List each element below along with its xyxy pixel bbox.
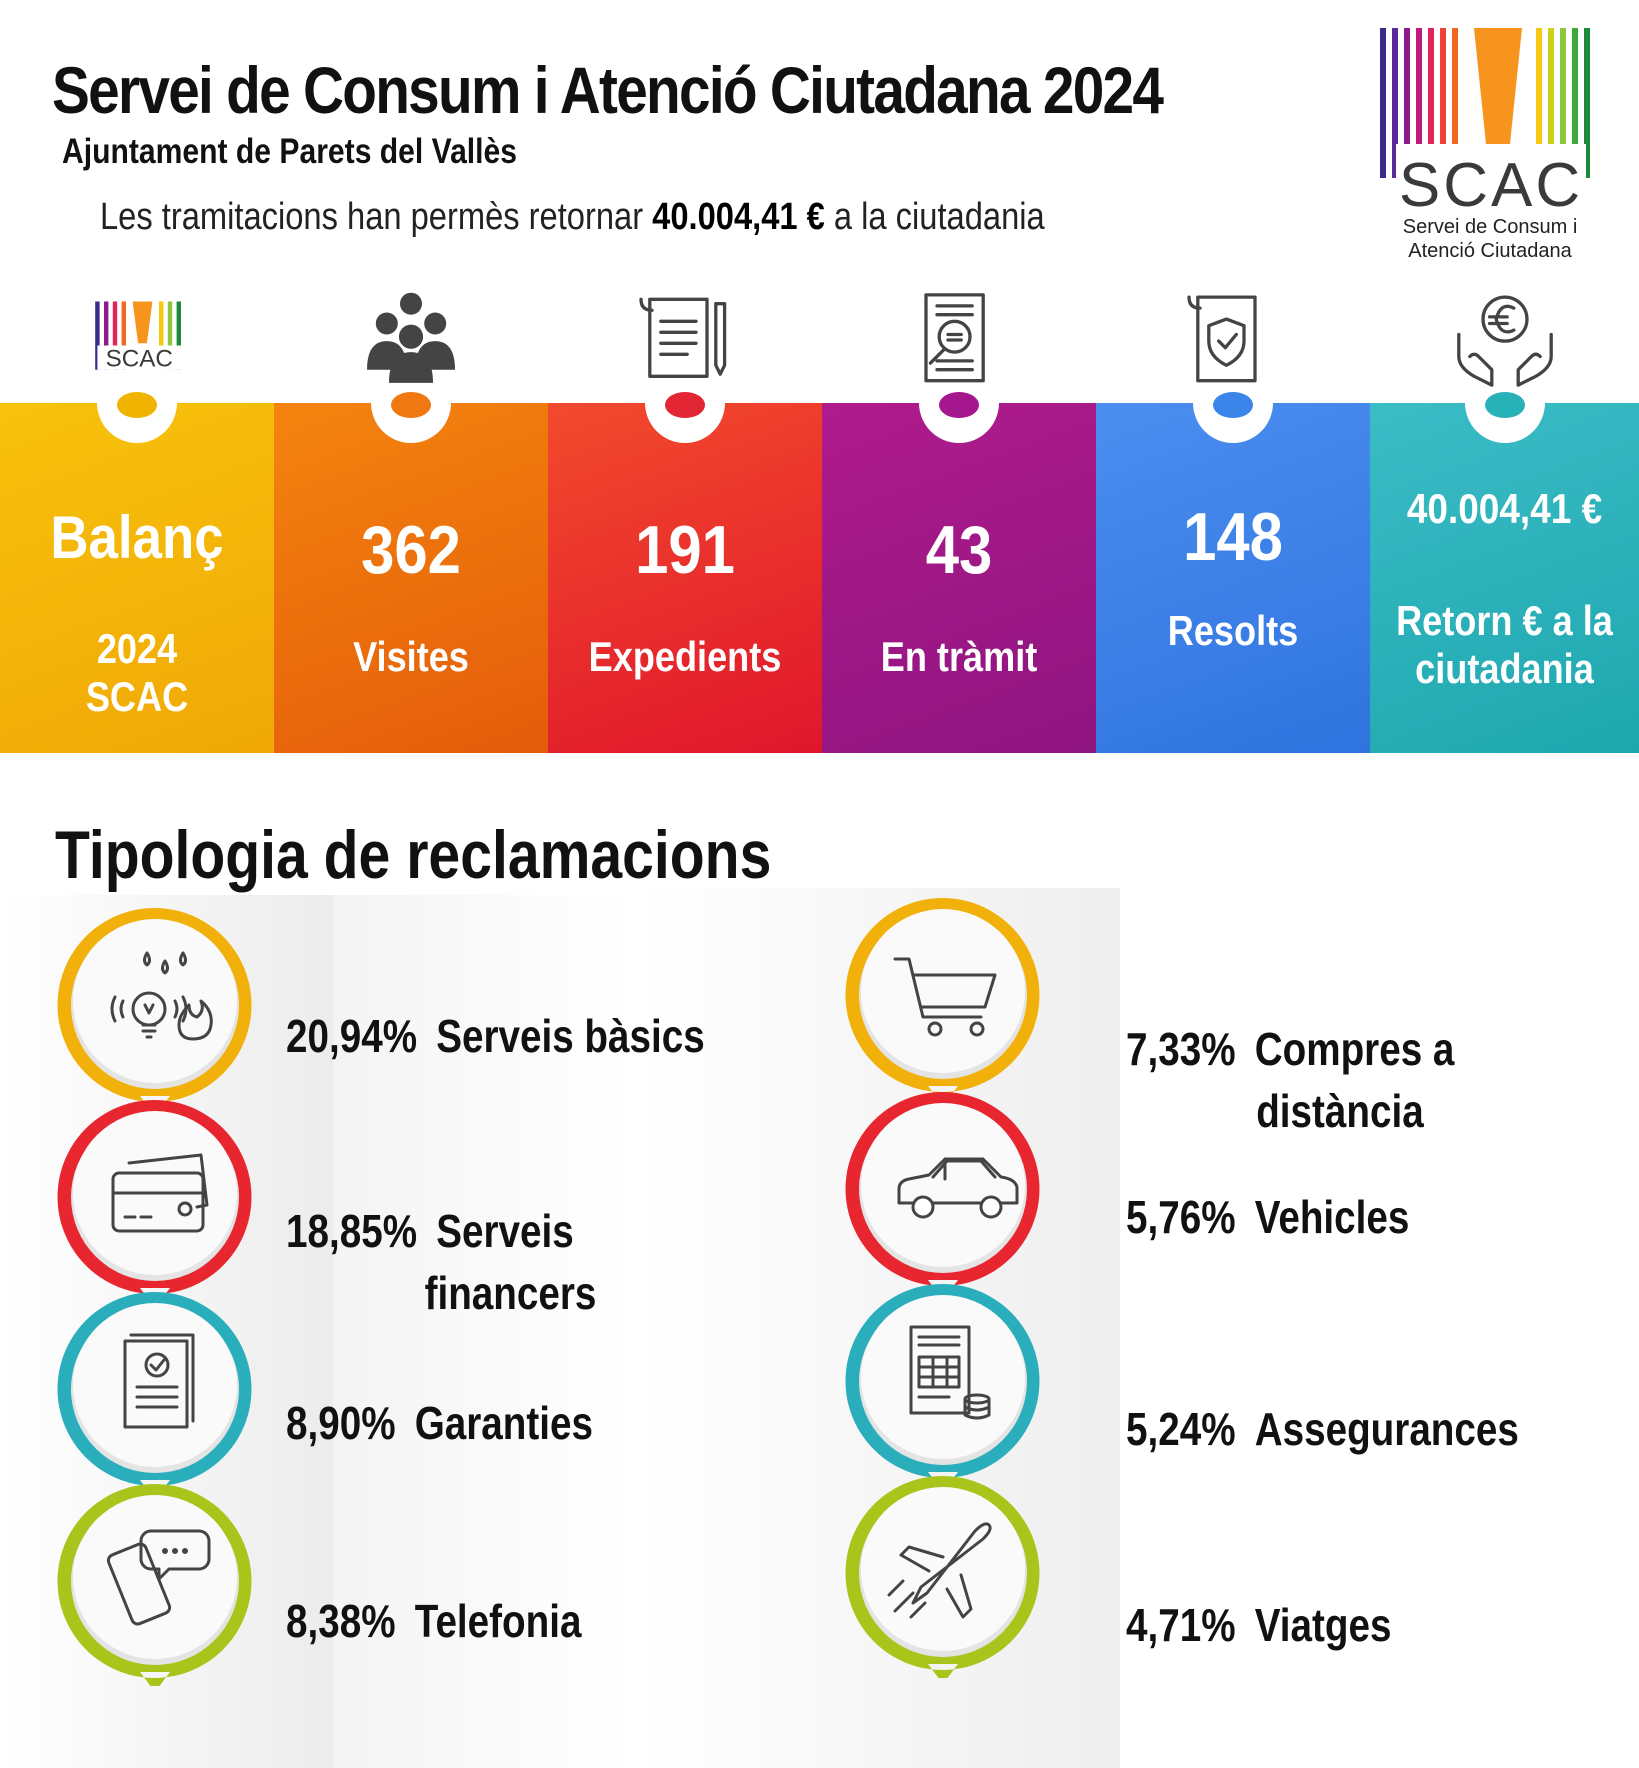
svg-text:SCAC: SCAC xyxy=(106,345,173,372)
typology-stat-3: 8,38% Telefonia xyxy=(286,1590,581,1652)
stat-label-line1: Visites xyxy=(353,633,469,680)
typology-pct: 5,76% xyxy=(1126,1191,1236,1243)
tagline-suffix: a la ciutadania xyxy=(833,196,1045,238)
typology-pin-6 xyxy=(845,1284,1040,1486)
typology-pin-1 xyxy=(57,1100,252,1302)
typology-stat-1: 18,85% Serveis financers xyxy=(286,1200,596,1324)
typology-stat-7: 4,71% Viatges xyxy=(1126,1594,1391,1656)
logo-caption-line2: Atenció Ciutadana xyxy=(1408,240,1572,262)
typology-label: Serveis xyxy=(436,1205,574,1257)
stat-label-line2: SCAC xyxy=(85,673,189,720)
typology-label: Compres a xyxy=(1254,1023,1455,1075)
hands-euro-icon xyxy=(1456,295,1553,387)
stat-dot xyxy=(1213,392,1253,418)
document-shield-icon xyxy=(1187,295,1257,383)
typology-pct: 18,85% xyxy=(286,1205,418,1257)
scac-logo-icon: SCAC xyxy=(95,301,181,372)
typology-pct: 4,71% xyxy=(1126,1599,1236,1651)
stat-value: 191 xyxy=(635,512,735,588)
stat-label-line2: ciutadania xyxy=(1415,645,1594,692)
scac-logo-wordmark: SCAC xyxy=(1399,151,1583,220)
typology-label: Garanties xyxy=(414,1397,593,1449)
stat-label-line1: Retorn € a la xyxy=(1396,597,1613,644)
typology-pct: 8,38% xyxy=(286,1595,396,1647)
tagline: Les tramitacions han permès retornar 40.… xyxy=(100,196,1045,239)
typology-pin-7 xyxy=(845,1476,1040,1678)
stat-value: 40.004,41 € xyxy=(1406,485,1603,532)
typology-stat-2: 8,90% Garanties xyxy=(286,1392,593,1454)
typology-pct: 7,33% xyxy=(1126,1023,1236,1075)
stat-dot xyxy=(391,392,431,418)
typology-stat-5: 5,76% Vehicles xyxy=(1126,1186,1409,1248)
typology-label: Telefonia xyxy=(414,1595,582,1647)
page-title: Servei de Consum i Atenció Ciutadana 202… xyxy=(52,53,1164,127)
stat-card-2: 191 Expedients xyxy=(548,403,822,753)
credit-card-icon xyxy=(111,1153,209,1233)
typology-stat-6: 5,24% Assegurances xyxy=(1126,1398,1519,1460)
typology-pct: 20,94% xyxy=(286,1010,418,1062)
scac-logo: SCAC xyxy=(1380,28,1590,220)
document-search-icon xyxy=(924,293,985,383)
tagline-amount: 40.004,41 € xyxy=(652,196,825,238)
stat-card-5: 40.004,41 € Retorn € a la ciutadania xyxy=(1370,403,1639,753)
typology-label: Vehicles xyxy=(1254,1191,1410,1243)
typology-pin-0 xyxy=(57,908,252,1110)
warranty-document-icon xyxy=(123,1333,195,1429)
shopping-cart-icon xyxy=(893,957,997,1037)
logo-caption-line1: Servei de Consum i xyxy=(1402,216,1578,238)
phone-chat-icon xyxy=(106,1529,211,1626)
scac-logo-caption: Servei de Consum i Atenció Ciutadana xyxy=(1364,215,1616,263)
typology-pin-5 xyxy=(845,1092,1040,1294)
typology-pct: 8,90% xyxy=(286,1397,396,1449)
typology-label: Viatges xyxy=(1254,1599,1392,1651)
utilities-icon xyxy=(110,951,213,1041)
stat-card-4: 148 Resolts xyxy=(1096,403,1370,753)
stat-value: Balanç xyxy=(50,504,224,571)
scac-logo-stripes xyxy=(1380,28,1590,178)
stat-label-line1: En tràmit xyxy=(880,633,1038,680)
stat-dot xyxy=(665,392,705,418)
stat-card-3: 43 En tràmit xyxy=(822,403,1096,753)
typology-label-line2: financers xyxy=(424,1267,597,1319)
typology-label: Assegurances xyxy=(1254,1403,1519,1455)
people-group-icon xyxy=(367,292,455,383)
typology-left-panel-right xyxy=(333,895,633,1768)
typology-pin-2 xyxy=(57,1292,252,1494)
stat-card-1: 362 Visites xyxy=(274,403,548,753)
typology-pct: 5,24% xyxy=(1126,1403,1236,1455)
stat-card-0: Balanç 2024 SCAC xyxy=(0,403,274,753)
typology-stat-4: 7,33% Compres a distància xyxy=(1126,1018,1454,1142)
stat-dot xyxy=(117,392,157,418)
stat-value: 362 xyxy=(361,512,461,588)
stat-value: 148 xyxy=(1183,499,1283,575)
stat-label-line1: Resolts xyxy=(1167,607,1299,654)
stat-dot xyxy=(939,392,979,418)
typology-stat-0: 20,94% Serveis bàsics xyxy=(286,1005,705,1067)
section-title: Tipologia de reclamacions xyxy=(55,817,772,893)
typology-label: Serveis bàsics xyxy=(436,1010,705,1062)
typology-pin-4 xyxy=(845,898,1040,1100)
stat-value: 43 xyxy=(925,512,993,588)
car-icon xyxy=(897,1157,1019,1219)
stat-label-line1: Expedients xyxy=(588,633,782,680)
document-pen-icon xyxy=(639,297,727,378)
typology-label-line2: distància xyxy=(1256,1085,1424,1137)
typology-pin-3 xyxy=(57,1484,252,1686)
stat-label-line1: 2024 xyxy=(96,625,178,672)
stat-dot xyxy=(1484,392,1525,418)
airplane-icon xyxy=(887,1522,992,1619)
tagline-prefix: Les tramitacions han permès retornar xyxy=(100,196,644,238)
page-subtitle: Ajuntament de Parets del Vallès xyxy=(62,132,518,171)
insurance-invoice-icon xyxy=(909,1325,991,1420)
